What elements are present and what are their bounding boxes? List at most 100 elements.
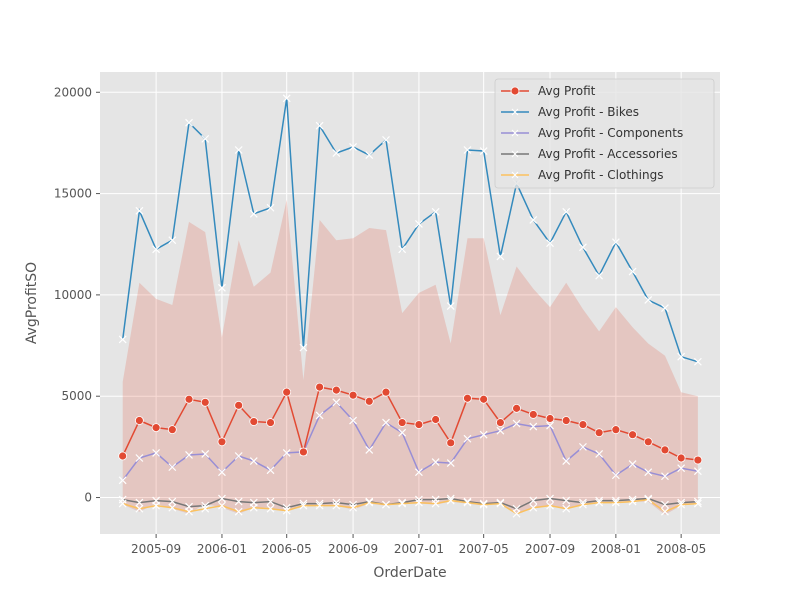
avg-profit-bikes-point [661, 304, 669, 312]
avg-profit-point [266, 418, 275, 427]
avg-profit-accessories-point [661, 500, 669, 509]
avg-profit-point [628, 430, 637, 440]
series-avg-profit-clothings [118, 495, 702, 518]
avg-profit-components-point [266, 466, 275, 475]
y-tick-label: 15000 [54, 187, 92, 201]
avg-profit-bikes-point [185, 118, 193, 127]
legend-marker [510, 86, 520, 96]
avg-profit-accessories-point [168, 497, 177, 506]
avg-profit-components-point [446, 459, 455, 468]
avg-profit-point [643, 437, 653, 447]
avg-profit-bikes-point [201, 134, 210, 143]
avg-profit-clothings-point [382, 500, 390, 509]
avg-profit-point [446, 438, 456, 448]
avg-profit-bikes-point [332, 149, 341, 157]
avg-profit-components-point [431, 458, 440, 466]
avg-profit-clothings-point [282, 506, 291, 515]
avg-profit-clothings-point [562, 504, 571, 513]
avg-profit-bikes-point [693, 357, 702, 366]
y-tick-label: 5000 [61, 389, 92, 403]
avg-profit-point [381, 387, 391, 397]
avg-profit-components-point [479, 430, 488, 439]
legend-label: Avg Profit - Components [538, 126, 683, 140]
avg-profit-components-point [512, 419, 521, 428]
avg-profit-bikes-point [282, 94, 291, 103]
avg-profit-components-point [152, 449, 161, 457]
series-avg-profit-bikes [118, 94, 702, 366]
y-tick-label: 20000 [54, 85, 92, 99]
avg-profit-accessories-point [266, 497, 275, 506]
avg-profit-clothings-point [496, 499, 505, 508]
x-tick-labels: 2005-09 2006-01 2006-05 2006-09 2007-01 2007-… [131, 534, 706, 556]
avg-profit-accessories-point [414, 495, 423, 504]
avg-profit-components-point [135, 454, 144, 462]
avg-profit-point [184, 394, 194, 404]
series-lines [118, 94, 703, 518]
avg-profit-point [249, 417, 259, 426]
avg-profit-components-point [349, 416, 357, 425]
y-tick-labels: 0 5000 10000 15000 20000 [54, 85, 100, 505]
avg-profit-clothings-point [185, 507, 193, 516]
legend-item-avg-profit-accessories: Avg Profit - Accessories [501, 147, 678, 161]
legend-label: Avg Profit [538, 84, 596, 98]
avg-profit-point [315, 382, 325, 392]
avg-profit-components-point [611, 471, 620, 480]
avg-profit-components-point [282, 449, 291, 457]
avg-profit-point [200, 397, 210, 407]
avg-profit-point [299, 447, 308, 457]
avg-profit-point [512, 403, 521, 413]
avg-profit-clothings-point [315, 501, 324, 510]
avg-profit-accessories-point [398, 498, 407, 507]
avg-profit-point [594, 428, 604, 438]
avg-profit-components-point [315, 411, 324, 420]
series-avg-profit [118, 382, 703, 465]
avg-profit-point [479, 394, 489, 404]
avg-profit-bikes-point [118, 335, 127, 344]
avg-profit-clothings-point [512, 509, 521, 518]
avg-profit-point [234, 400, 244, 410]
avg-profit-clothings-point [579, 500, 587, 509]
avg-profit-clothings-point [398, 499, 407, 508]
avg-profit-point [495, 418, 505, 427]
avg-profit-bikes-line [121, 98, 699, 363]
avg-profit-bikes-point [365, 151, 374, 160]
avg-profit-clothings-point [677, 500, 686, 509]
avg-profit-bikes-point [431, 207, 440, 216]
avg-profit-bikes-point [168, 236, 177, 245]
avg-profit-point [561, 416, 571, 425]
avg-profit-clothings-point [644, 495, 653, 504]
avg-profit-clothings-point [332, 501, 341, 510]
avg-profit-components-point [382, 418, 390, 427]
avg-profit-clothings-point [446, 496, 455, 505]
avg-profit-bikes-point [249, 209, 258, 218]
legend-box [494, 78, 715, 189]
avg-profit-point [348, 390, 358, 400]
avg-profit-accessories-point [218, 494, 226, 503]
avg-profit-clothings-point [152, 501, 161, 510]
x-tick-label: 2008-01 [591, 542, 641, 556]
legend-label: Avg Profit - Clothings [538, 168, 663, 182]
avg-profit-bikes-point [579, 243, 587, 252]
avg-profit-bikes-point [135, 206, 144, 215]
legend-marker [511, 108, 519, 116]
avg-profit-point [676, 453, 686, 463]
avg-profit-point [397, 418, 407, 427]
legend-marker [511, 129, 519, 137]
avg-profit-clothings-point [135, 504, 144, 513]
avg-profit-bikes-point [299, 343, 308, 352]
avg-profit-clothings-point [365, 498, 374, 507]
avg-profit-point [545, 414, 555, 423]
avg-profit-clothings-point [693, 499, 702, 508]
avg-profit-components-point [234, 452, 243, 460]
x-axis-label: OrderDate [373, 565, 446, 581]
avg-profit-components-point [463, 434, 472, 443]
avg-profit-components-point [661, 472, 669, 481]
avg-profit-clothings-point [266, 504, 275, 513]
avg-profit-clothings-point [349, 503, 357, 512]
avg-profit-bikes-point [382, 135, 390, 144]
avg-profit-components-point [595, 450, 604, 458]
avg-profit-components-point [677, 464, 686, 473]
avg-profit-point [431, 415, 441, 424]
avg-profit-point [578, 420, 588, 429]
